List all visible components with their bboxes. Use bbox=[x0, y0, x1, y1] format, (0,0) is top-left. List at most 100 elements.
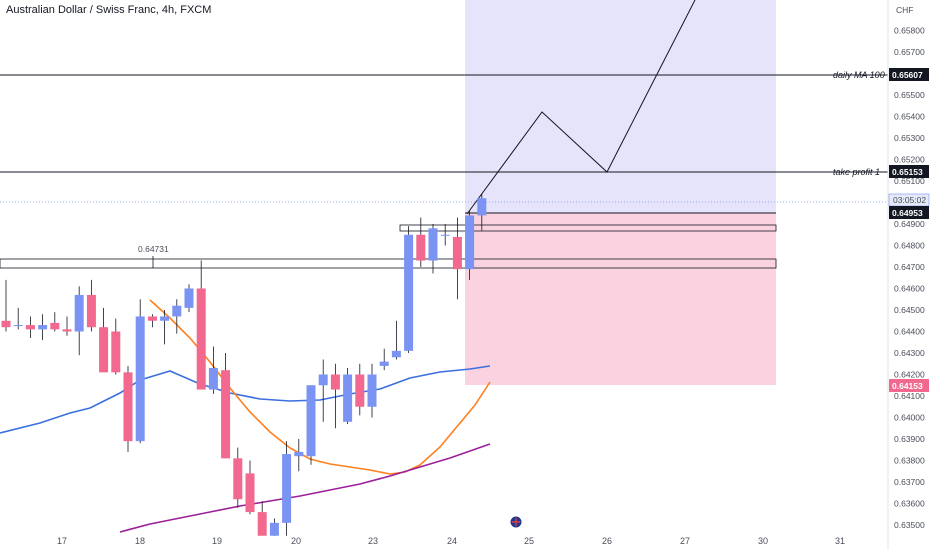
price-tick-label: 0.64900 bbox=[894, 219, 925, 229]
candles-layer bbox=[1, 193, 487, 536]
take-profit-price: 0.65153 bbox=[892, 167, 923, 177]
candle-body[interactable] bbox=[343, 374, 353, 422]
price-tick-label: 0.65800 bbox=[894, 26, 925, 36]
candle-body[interactable] bbox=[221, 370, 231, 459]
date-tick-label: 31 bbox=[835, 536, 845, 546]
candle-body[interactable] bbox=[233, 458, 243, 500]
price-tick-label: 0.63600 bbox=[894, 499, 925, 509]
candle-body[interactable] bbox=[379, 361, 389, 366]
candle-body[interactable] bbox=[355, 374, 365, 407]
candle-body[interactable] bbox=[391, 350, 401, 358]
date-tick-label: 27 bbox=[680, 536, 690, 546]
candle-body[interactable] bbox=[62, 329, 72, 332]
candle-body[interactable] bbox=[294, 451, 304, 457]
price-tick-label: 0.65300 bbox=[894, 133, 925, 143]
current-price-badge bbox=[889, 206, 929, 219]
daily-ma-badge bbox=[889, 68, 929, 81]
price-tick-label: 0.63500 bbox=[894, 520, 925, 530]
current-price-text: 0.64953 bbox=[892, 208, 923, 218]
price-tick-label: 0.64700 bbox=[894, 262, 925, 272]
candle-body[interactable] bbox=[452, 236, 462, 270]
candle-body[interactable] bbox=[1, 320, 11, 328]
candle-body[interactable] bbox=[465, 215, 475, 270]
date-tick-label: 30 bbox=[758, 536, 768, 546]
price-tick-label: 0.63800 bbox=[894, 456, 925, 466]
candle-body[interactable] bbox=[135, 316, 145, 442]
take-profit-badge bbox=[889, 165, 929, 178]
candle-body[interactable] bbox=[367, 374, 377, 407]
stop-price-text: 0.64153 bbox=[892, 381, 923, 391]
price-tick-label: 0.65200 bbox=[894, 155, 925, 165]
price-tick-label: 0.64300 bbox=[894, 348, 925, 358]
candle-body[interactable] bbox=[245, 473, 255, 513]
event-flag-icon[interactable] bbox=[509, 515, 523, 529]
stop-price-badge bbox=[889, 379, 929, 392]
candle-body[interactable] bbox=[13, 325, 23, 327]
candle-body[interactable] bbox=[269, 522, 279, 536]
date-tick-label: 23 bbox=[368, 536, 378, 546]
price-ticks: 0.65800 0.65700 0.65500 0.65400 0.65300 0.652… bbox=[894, 26, 925, 531]
price-tick-label: 0.64000 bbox=[894, 413, 925, 423]
target-zone[interactable] bbox=[465, 0, 776, 213]
candle-body[interactable] bbox=[111, 331, 121, 373]
candle-body[interactable] bbox=[99, 327, 109, 373]
take-profit-label: take profit 1 bbox=[833, 167, 880, 177]
candle-body[interactable] bbox=[38, 325, 48, 330]
date-tick-label: 24 bbox=[447, 536, 457, 546]
projection-path[interactable] bbox=[466, 0, 696, 215]
date-ticks: 17 18 19 20 23 24 25 26 27 30 31 bbox=[57, 536, 845, 546]
price-tick-label: 0.63900 bbox=[894, 434, 925, 444]
candle-body[interactable] bbox=[208, 368, 218, 390]
candle-body[interactable] bbox=[440, 234, 450, 236]
date-tick-label: 17 bbox=[57, 536, 67, 546]
price-axis[interactable] bbox=[888, 0, 932, 550]
stop-zone[interactable] bbox=[465, 213, 776, 385]
price-tick-label: 0.65100 bbox=[894, 176, 925, 186]
price-tick-label: 0.63700 bbox=[894, 477, 925, 487]
ma-fast-line bbox=[149, 299, 491, 475]
currency-label: CHF bbox=[896, 5, 913, 15]
candle-body[interactable] bbox=[428, 228, 438, 261]
price-tick-label: 0.64100 bbox=[894, 391, 925, 401]
date-tick-label: 25 bbox=[524, 536, 534, 546]
date-tick-label: 18 bbox=[135, 536, 145, 546]
ma-slow-line bbox=[119, 443, 491, 533]
chart-title: Australian Dollar / Swiss Franc, 4h, FXC… bbox=[6, 4, 212, 16]
candle-body[interactable] bbox=[257, 512, 267, 536]
candle-body[interactable] bbox=[196, 288, 206, 390]
candle-body[interactable] bbox=[50, 322, 60, 330]
price-tick-label: 0.64800 bbox=[894, 241, 925, 251]
price-tick-label: 0.64200 bbox=[894, 370, 925, 380]
candle-body[interactable] bbox=[147, 316, 157, 321]
price-tick-label: 0.64400 bbox=[894, 327, 925, 337]
countdown-text: 03:05:02 bbox=[893, 195, 926, 205]
candle-body[interactable] bbox=[172, 305, 182, 317]
candle-body[interactable] bbox=[74, 294, 84, 332]
daily-ma-price: 0.65607 bbox=[892, 70, 923, 80]
daily-ma-label: daily MA 100 bbox=[833, 70, 885, 80]
support-box[interactable] bbox=[0, 258, 777, 269]
candle-body[interactable] bbox=[184, 288, 194, 308]
candle-body[interactable] bbox=[306, 385, 316, 457]
price-tick-label: 0.65400 bbox=[894, 112, 925, 122]
candle-body[interactable] bbox=[25, 325, 35, 330]
date-tick-label: 19 bbox=[212, 536, 222, 546]
price-tick-label: 0.64600 bbox=[894, 284, 925, 294]
candle-body[interactable] bbox=[160, 316, 170, 321]
candle-body[interactable] bbox=[86, 294, 96, 328]
candle-body[interactable] bbox=[282, 454, 292, 523]
price-tick-label: 0.65500 bbox=[894, 90, 925, 100]
candle-body[interactable] bbox=[123, 372, 133, 442]
ma-mid-line bbox=[0, 365, 491, 434]
candle-body[interactable] bbox=[318, 374, 328, 386]
resistance-box[interactable] bbox=[399, 224, 777, 232]
date-tick-label: 26 bbox=[602, 536, 612, 546]
swing-high-label: 0.64731 bbox=[138, 244, 169, 254]
price-tick-label: 0.64500 bbox=[894, 305, 925, 315]
candle-body[interactable] bbox=[330, 374, 340, 390]
date-tick-label: 20 bbox=[291, 536, 301, 546]
candle-body[interactable] bbox=[404, 234, 414, 351]
candle-body[interactable] bbox=[477, 198, 487, 216]
candle-body[interactable] bbox=[416, 234, 426, 261]
